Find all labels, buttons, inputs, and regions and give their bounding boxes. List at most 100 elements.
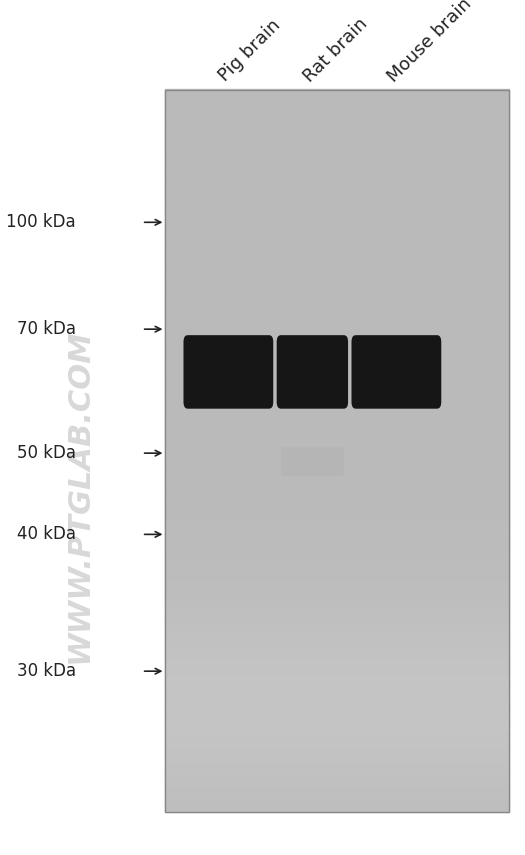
Bar xyxy=(165,445,509,449)
Bar xyxy=(165,159,509,162)
Bar xyxy=(165,696,509,699)
Bar xyxy=(165,171,509,174)
Bar xyxy=(165,103,509,107)
Bar xyxy=(165,676,509,680)
Bar xyxy=(165,306,509,309)
Bar xyxy=(165,110,509,114)
Bar xyxy=(165,198,509,201)
Bar xyxy=(165,293,509,297)
Bar xyxy=(165,749,509,752)
Bar xyxy=(165,216,509,220)
Bar xyxy=(165,186,509,188)
Bar xyxy=(165,628,509,632)
Bar xyxy=(165,510,509,514)
Bar xyxy=(165,805,509,807)
Bar xyxy=(165,540,509,543)
FancyBboxPatch shape xyxy=(277,335,348,409)
Bar xyxy=(165,422,509,425)
Bar xyxy=(165,467,509,470)
Bar xyxy=(165,115,509,119)
Bar xyxy=(165,460,509,463)
Bar xyxy=(165,664,509,668)
Bar xyxy=(165,327,509,331)
Bar xyxy=(165,385,509,388)
Text: Pig brain: Pig brain xyxy=(216,16,285,86)
Bar xyxy=(165,463,509,465)
Bar xyxy=(165,623,509,627)
Bar xyxy=(165,163,509,167)
Bar xyxy=(165,554,509,557)
Bar xyxy=(165,187,509,191)
Bar xyxy=(165,782,509,786)
Bar xyxy=(165,496,509,499)
Bar xyxy=(165,212,509,215)
Bar xyxy=(165,202,509,205)
Bar xyxy=(165,357,509,359)
Bar xyxy=(165,532,509,535)
Bar xyxy=(165,96,509,99)
Bar xyxy=(165,569,509,571)
Bar xyxy=(165,224,509,227)
Bar xyxy=(165,371,509,374)
Bar xyxy=(165,436,509,439)
Bar xyxy=(165,361,509,364)
Bar xyxy=(165,296,509,299)
Bar xyxy=(165,578,509,581)
Bar xyxy=(165,200,509,203)
Bar xyxy=(165,570,509,574)
Bar xyxy=(165,310,509,314)
Bar xyxy=(165,448,509,451)
Bar xyxy=(165,667,509,670)
Bar xyxy=(165,546,509,550)
Bar xyxy=(165,513,509,516)
Bar xyxy=(165,204,509,208)
Bar xyxy=(165,395,509,398)
Bar xyxy=(165,387,509,391)
Bar xyxy=(165,561,509,564)
Bar xyxy=(165,688,509,692)
Bar xyxy=(165,734,509,738)
Bar xyxy=(165,260,509,263)
Bar xyxy=(165,529,509,533)
Bar xyxy=(165,450,509,453)
Bar xyxy=(165,708,509,711)
Bar xyxy=(165,101,509,104)
Bar xyxy=(165,528,509,530)
Bar xyxy=(165,286,509,290)
Bar xyxy=(165,94,509,97)
Bar xyxy=(165,794,509,798)
Bar xyxy=(165,756,509,759)
Bar xyxy=(165,301,509,304)
Bar xyxy=(165,799,509,803)
Bar xyxy=(165,426,509,429)
Bar xyxy=(165,245,509,249)
Bar xyxy=(165,390,509,393)
Bar xyxy=(165,631,509,634)
Bar xyxy=(165,773,509,776)
Bar xyxy=(165,233,509,237)
Bar xyxy=(165,711,509,714)
Bar xyxy=(165,410,509,412)
Bar xyxy=(165,516,509,518)
Bar xyxy=(165,725,509,728)
Bar xyxy=(165,383,509,386)
Bar xyxy=(165,354,509,357)
Bar xyxy=(165,595,509,598)
Bar xyxy=(165,621,509,624)
Bar xyxy=(165,581,509,583)
Bar xyxy=(165,174,509,176)
Bar xyxy=(165,231,509,234)
Bar xyxy=(165,139,509,143)
Bar xyxy=(165,679,509,682)
Bar xyxy=(165,582,509,586)
Bar xyxy=(165,732,509,735)
Bar xyxy=(165,746,509,750)
Bar xyxy=(165,325,509,328)
Bar xyxy=(165,650,509,653)
Bar xyxy=(165,248,509,251)
Bar xyxy=(165,669,509,673)
Bar xyxy=(165,440,509,444)
FancyBboxPatch shape xyxy=(184,335,273,409)
FancyBboxPatch shape xyxy=(281,447,344,476)
Bar xyxy=(165,265,509,268)
